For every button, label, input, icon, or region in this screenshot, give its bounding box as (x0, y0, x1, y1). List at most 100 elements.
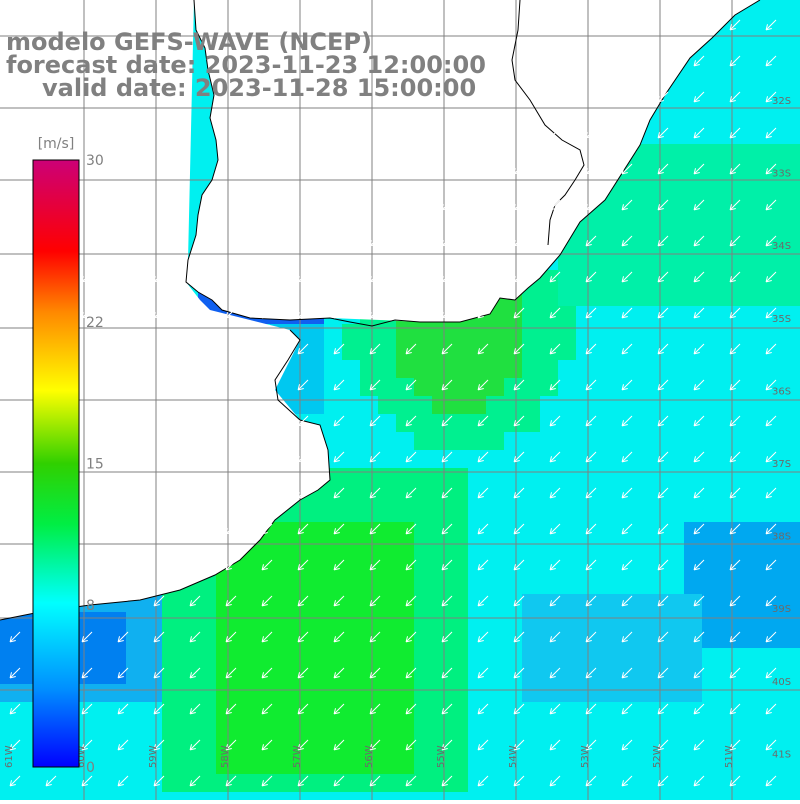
field-cell (360, 648, 378, 666)
wind-arrow (45, 775, 57, 787)
field-cell (486, 666, 504, 684)
field-cell (648, 630, 666, 648)
field-cell (468, 720, 486, 738)
wind-arrow (9, 631, 21, 643)
wind-arrow (657, 703, 669, 715)
wind-arrow (693, 523, 705, 535)
field-cell (774, 90, 792, 108)
field-cell (576, 792, 594, 804)
field-cell (774, 522, 792, 540)
field-cell (288, 522, 306, 540)
field-cell (792, 594, 800, 612)
field-cell (360, 450, 378, 468)
field-cell (738, 306, 756, 324)
field-cell (756, 576, 774, 594)
field-cell (630, 468, 648, 486)
field-cell (720, 198, 738, 216)
field-cell (324, 576, 342, 594)
field-cell (306, 648, 324, 666)
wind-arrow (765, 19, 777, 31)
wind-arrow (765, 703, 777, 715)
field-cell (252, 612, 270, 630)
field-cell (576, 234, 594, 252)
wind-arrow (621, 379, 633, 391)
field-cell (180, 684, 198, 702)
wind-arrow (729, 415, 741, 427)
field-cell (378, 720, 396, 738)
wind-arrow (549, 775, 561, 787)
field-cell (540, 522, 558, 540)
field-cell (522, 648, 540, 666)
field-cell (540, 270, 558, 288)
field-cell (792, 360, 800, 378)
field-cell (774, 324, 792, 342)
lon-label: 57W (292, 745, 303, 768)
field-cell (396, 450, 414, 468)
field-cell (684, 522, 702, 540)
field-cell (558, 504, 576, 522)
field-cell (306, 684, 324, 702)
field-cell (324, 432, 342, 450)
wind-arrow (621, 523, 633, 535)
wind-arrow (621, 91, 633, 103)
field-cell (252, 792, 270, 804)
wind-arrow (729, 163, 741, 175)
field-cell (558, 792, 576, 804)
field-cell (504, 540, 522, 558)
field-cell (486, 396, 504, 414)
wind-arrow (765, 739, 777, 751)
field-cell (270, 594, 288, 612)
field-cell (648, 144, 666, 162)
wind-arrow (333, 343, 345, 355)
wind-arrow (549, 127, 561, 139)
field-cell (198, 756, 216, 774)
lon-label: 53W (580, 745, 591, 768)
field-cell (324, 522, 342, 540)
field-cell (270, 612, 288, 630)
field-cell (684, 720, 702, 738)
wind-arrow (369, 523, 381, 535)
field-cell (720, 576, 738, 594)
field-cell (144, 702, 162, 720)
field-cell (540, 594, 558, 612)
field-cell (792, 558, 800, 576)
field-cell (720, 324, 738, 342)
field-cell (648, 378, 666, 396)
field-cell (774, 288, 792, 306)
field-cell (720, 648, 738, 666)
field-cell (306, 540, 324, 558)
field-cell (630, 360, 648, 378)
field-cell (90, 756, 108, 774)
wind-arrow (513, 199, 525, 211)
wind-arrow (693, 487, 705, 499)
field-cell (594, 630, 612, 648)
field-cell (540, 720, 558, 738)
field-cell (18, 738, 36, 756)
field-cell (792, 720, 800, 738)
colorbar-tick-label: 22 (86, 315, 104, 331)
field-cell (216, 576, 234, 594)
wind-arrow (477, 379, 489, 391)
field-cell (666, 702, 684, 720)
field-cell (792, 90, 800, 108)
field-cell (558, 540, 576, 558)
field-cell (756, 306, 774, 324)
field-cell (576, 756, 594, 774)
field-cell (90, 702, 108, 720)
field-cell (612, 792, 630, 804)
wind-arrow (513, 307, 525, 319)
wind-arrow (477, 559, 489, 571)
field-cell (468, 468, 486, 486)
field-cell (702, 306, 720, 324)
field-cell (612, 414, 630, 432)
field-cell (738, 504, 756, 522)
wind-arrow (405, 415, 417, 427)
wind-arrow (441, 487, 453, 499)
field-cell (576, 288, 594, 306)
field-cell (342, 414, 360, 432)
field-cell (180, 756, 198, 774)
wind-arrow (765, 451, 777, 463)
wind-arrow (729, 91, 741, 103)
wind-arrow (441, 667, 453, 679)
wind-arrow (405, 451, 417, 463)
